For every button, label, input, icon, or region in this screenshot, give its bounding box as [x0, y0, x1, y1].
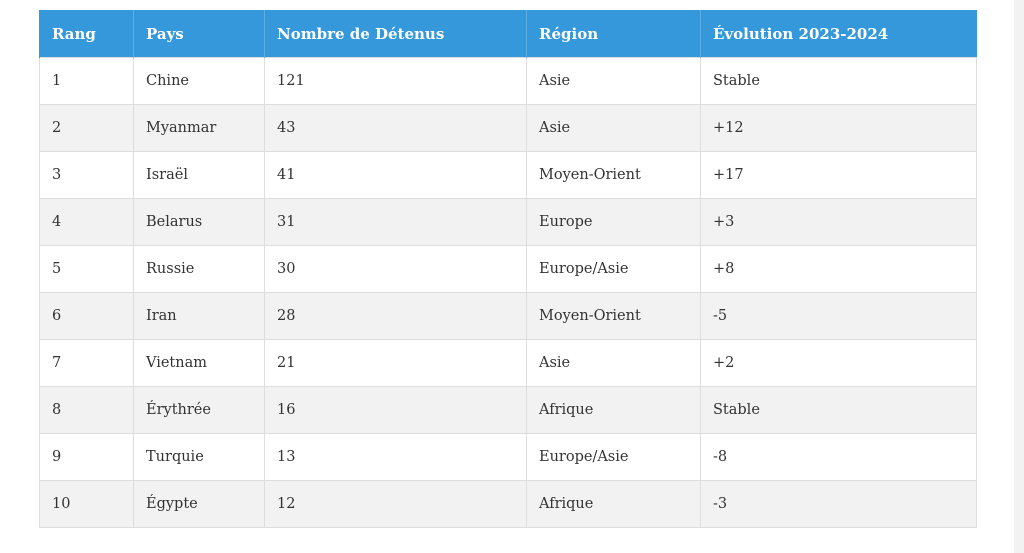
- cell-detenus: 31: [264, 198, 527, 246]
- header-rang: Rang: [39, 10, 134, 58]
- cell-evolution: -5: [700, 292, 977, 340]
- cell-detenus: 41: [264, 151, 527, 199]
- detainees-table: Rang Pays Nombre de Détenus Région Évolu…: [39, 10, 977, 528]
- cell-region: Asie: [526, 57, 701, 105]
- cell-evolution: +2: [700, 339, 977, 387]
- cell-rang: 2: [39, 104, 134, 152]
- cell-rang: 6: [39, 292, 134, 340]
- cell-pays: Égypte: [133, 480, 265, 528]
- cell-detenus: 121: [264, 57, 527, 105]
- cell-rang: 10: [39, 480, 134, 528]
- cell-detenus: 13: [264, 433, 527, 481]
- cell-evolution: -8: [700, 433, 977, 481]
- cell-pays: Belarus: [133, 198, 265, 246]
- cell-pays: Israël: [133, 151, 265, 199]
- cell-evolution: -3: [700, 480, 977, 528]
- header-region: Région: [526, 10, 701, 58]
- table-row: 10 Égypte 12 Afrique -3: [39, 480, 977, 528]
- cell-region: Europe/Asie: [526, 433, 701, 481]
- cell-detenus: 30: [264, 245, 527, 293]
- cell-rang: 5: [39, 245, 134, 293]
- cell-rang: 4: [39, 198, 134, 246]
- table-row: 2 Myanmar 43 Asie +12: [39, 104, 977, 152]
- cell-region: Asie: [526, 339, 701, 387]
- cell-region: Afrique: [526, 386, 701, 434]
- cell-pays: Vietnam: [133, 339, 265, 387]
- cell-evolution: +12: [700, 104, 977, 152]
- cell-pays: Érythrée: [133, 386, 265, 434]
- table-row: 7 Vietnam 21 Asie +2: [39, 339, 977, 387]
- cell-pays: Myanmar: [133, 104, 265, 152]
- cell-pays: Turquie: [133, 433, 265, 481]
- cell-region: Afrique: [526, 480, 701, 528]
- cell-rang: 7: [39, 339, 134, 387]
- table-row: 4 Belarus 31 Europe +3: [39, 198, 977, 246]
- table-row: 6 Iran 28 Moyen-Orient -5: [39, 292, 977, 340]
- table-row: 5 Russie 30 Europe/Asie +8: [39, 245, 977, 293]
- cell-detenus: 21: [264, 339, 527, 387]
- cell-region: Europe: [526, 198, 701, 246]
- cell-evolution: +17: [700, 151, 977, 199]
- cell-region: Moyen-Orient: [526, 151, 701, 199]
- cell-detenus: 16: [264, 386, 527, 434]
- cell-pays: Iran: [133, 292, 265, 340]
- header-pays: Pays: [133, 10, 265, 58]
- cell-evolution: +8: [700, 245, 977, 293]
- table-row: 1 Chine 121 Asie Stable: [39, 57, 977, 105]
- cell-evolution: Stable: [700, 57, 977, 105]
- cell-detenus: 12: [264, 480, 527, 528]
- cell-rang: 1: [39, 57, 134, 105]
- cell-region: Moyen-Orient: [526, 292, 701, 340]
- cell-evolution: Stable: [700, 386, 977, 434]
- cell-rang: 8: [39, 386, 134, 434]
- table-row: 9 Turquie 13 Europe/Asie -8: [39, 433, 977, 481]
- cell-pays: Russie: [133, 245, 265, 293]
- cell-rang: 9: [39, 433, 134, 481]
- cell-detenus: 28: [264, 292, 527, 340]
- cell-pays: Chine: [133, 57, 265, 105]
- table-row: 8 Érythrée 16 Afrique Stable: [39, 386, 977, 434]
- table-header-row: Rang Pays Nombre de Détenus Région Évolu…: [39, 10, 977, 58]
- header-evolution: Évolution 2023-2024: [700, 10, 977, 58]
- cell-region: Europe/Asie: [526, 245, 701, 293]
- page-gutter: [1014, 0, 1024, 553]
- cell-evolution: +3: [700, 198, 977, 246]
- cell-region: Asie: [526, 104, 701, 152]
- table-row: 3 Israël 41 Moyen-Orient +17: [39, 151, 977, 199]
- cell-rang: 3: [39, 151, 134, 199]
- cell-detenus: 43: [264, 104, 527, 152]
- header-nombre-detenus: Nombre de Détenus: [264, 10, 527, 58]
